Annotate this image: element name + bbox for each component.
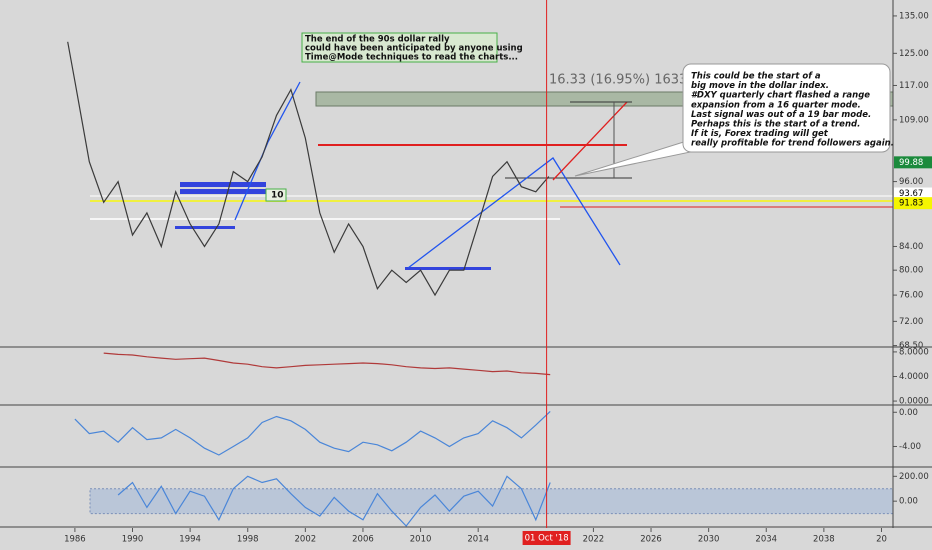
callout-box [682, 63, 891, 153]
x-tick-label: 2006 [352, 535, 374, 545]
count-box [265, 188, 287, 202]
x-tick-label: 1986 [64, 535, 86, 545]
price-badge [894, 156, 932, 169]
x-tick-label: 2014 [467, 535, 489, 545]
mode-box [180, 189, 266, 194]
mode-box [405, 267, 491, 270]
y-tick-label: 117.00 [899, 81, 929, 91]
y-tick-label: 0.0000 [899, 397, 929, 407]
projection-arrow [552, 101, 628, 181]
y-tick-label: 125.00 [899, 49, 929, 59]
callout-text: big move in the dollar index. [691, 81, 829, 91]
x-tick-label: 2010 [410, 535, 432, 545]
x-tick-label: 2030 [698, 535, 720, 545]
annotation-text: Time@Mode techniques to read the charts.… [305, 53, 518, 63]
y-tick-label: 76.00 [899, 291, 923, 301]
y-tick-label: 68.50 [899, 341, 923, 351]
price-badge-label: 91.83 [899, 199, 923, 209]
y-tick-label: 72.00 [899, 317, 923, 327]
crosshair-label: 01 Oct '18 [525, 534, 569, 544]
y-tick-label: 109.00 [899, 115, 929, 125]
price-badge-label: 93.67 [899, 189, 923, 199]
annotation-text: could have been anticipated by anyone us… [305, 44, 523, 54]
x-tick-label: 20 [876, 535, 887, 545]
price-badge-label: 99.88 [899, 158, 923, 168]
annotation-text: The end of the 90s dollar rally [305, 35, 450, 45]
y-tick-label: 0.00 [899, 408, 918, 418]
y-tick-label: 4.0000 [899, 372, 929, 382]
callout-text: This could be the start of a [691, 72, 821, 82]
y-tick-label: 200.00 [899, 472, 929, 482]
callout-text: Perhaps this is the start of a trend. [691, 120, 860, 130]
annotation-box [301, 32, 498, 63]
annotation: The end of the 90s dollar rally could ha… [301, 32, 523, 63]
series-line [117, 475, 551, 527]
callout-text: If it is, Forex trading will get [691, 129, 829, 139]
x-tick-label: 2034 [755, 535, 777, 545]
y-tick-label: 135.00 [899, 11, 929, 21]
y-tick-label: 8.0000 [899, 347, 929, 357]
x-tick-label: 1994 [179, 535, 201, 545]
y-tick-label: -4.00 [899, 442, 921, 452]
x-tick-label: 1990 [122, 535, 144, 545]
x-tick-label: 2026 [640, 535, 662, 545]
x-tick-label: 2038 [813, 535, 835, 545]
band [89, 488, 894, 515]
series-line [74, 410, 551, 456]
mode-box [180, 182, 266, 187]
x-tick-label: 2002 [295, 535, 317, 545]
price-badge [894, 187, 932, 200]
mode-box [175, 226, 235, 229]
callout-text: really profitable for trend followers ag… [691, 139, 894, 149]
x-tick-label: 1998 [237, 535, 259, 545]
measure-label: 16.33 (16.95%) 1633 [549, 73, 687, 88]
count-label: 10 [271, 191, 284, 201]
projection-arrow [267, 81, 301, 143]
y-tick-label: 0.00 [899, 497, 918, 507]
projection-arrow [407, 157, 621, 269]
x-tick-label: 2022 [583, 535, 605, 545]
callout-text: expansion from a 16 quarter mode. [691, 100, 861, 110]
callout-text: #DXY quarterly chart flashed a range [691, 91, 870, 101]
callout-text: Last signal was out of a 19 bar mode. [691, 110, 871, 120]
y-tick-label: 80.00 [899, 266, 923, 276]
y-tick-label: 96.00 [899, 177, 923, 187]
series-line [103, 352, 551, 376]
crosshair-badge [522, 531, 571, 545]
series-line [67, 41, 550, 297]
price-badge [894, 197, 932, 210]
y-tick-label: 84.00 [899, 242, 923, 252]
